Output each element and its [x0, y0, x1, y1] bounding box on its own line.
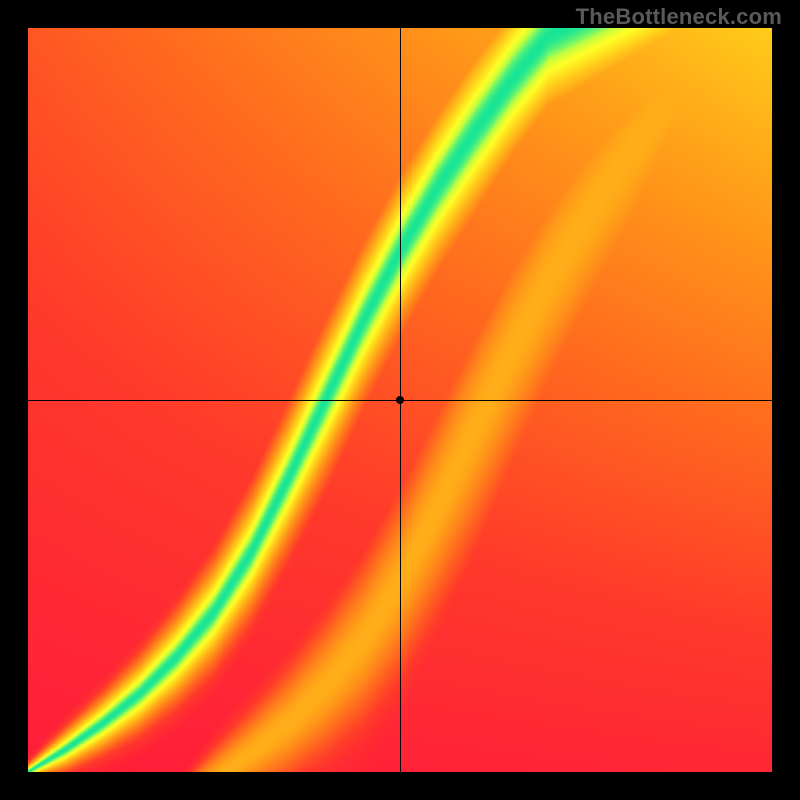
- heatmap-canvas: [28, 28, 772, 772]
- heatmap-plot: [28, 28, 772, 772]
- watermark-text: TheBottleneck.com: [576, 4, 782, 30]
- chart-container: TheBottleneck.com: [0, 0, 800, 800]
